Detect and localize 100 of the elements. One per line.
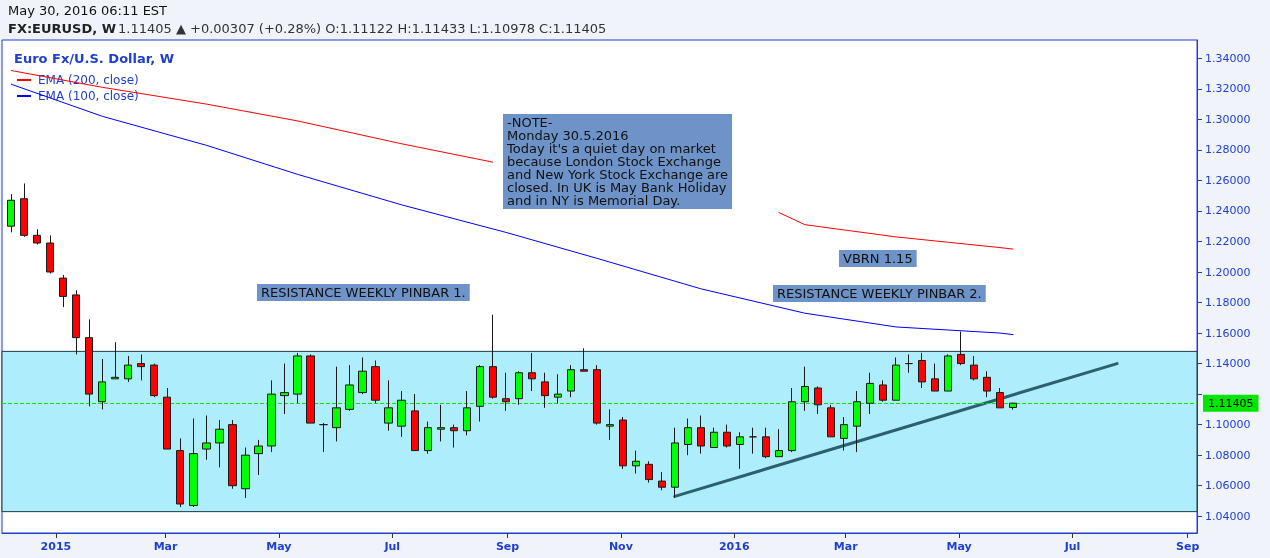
y-tick-label: 1.22000 [1205,234,1251,248]
x-tick-label: May [266,540,292,553]
candlestick [397,390,406,438]
candlestick [593,364,601,426]
candlestick [554,373,562,404]
candlestick [189,418,198,508]
candlestick [541,372,549,409]
annotation: -NOTE- Monday 30.5.2016 Today it's a quiet day on market because London Stock Exchange and New York Stock Exchange are closed. In UK is May Bank Holiday and in NY is Memorial Day. [506,115,729,208]
candlestick [111,341,119,380]
candlestick [736,431,744,470]
candlestick [853,390,861,453]
candlestick [411,393,419,452]
y-tick-label: 1.28000 [1205,143,1251,157]
candlestick [710,427,718,449]
candlestick [827,404,835,438]
candlestick [879,379,887,403]
y-tick-label: 1.04000 [1205,509,1251,523]
x-tick-label: 2016 [718,540,750,553]
candlestick [671,427,679,499]
candlestick [176,437,184,508]
candlestick [72,289,80,355]
candlestick [20,182,28,238]
x-tick-label: 2015 [40,540,72,553]
x-tick-label: Mar [153,540,179,553]
candlestick [957,331,965,366]
candlestick [970,355,978,381]
candlestick [866,372,874,415]
y-tick-label: 1.10000 [1205,418,1251,432]
candlestick [463,390,471,436]
candlestick [918,352,926,389]
annotation: RESISTANCE WEEKLY PINBAR 1. [261,285,466,300]
candlestick [580,347,588,372]
candlestick [983,370,991,398]
candlestick [931,363,939,392]
candlestick [59,274,67,308]
candlestick [619,416,627,470]
candlestick [137,353,145,381]
chart-subtitle: 1.11405 ▲ +0.00307 (+0.28%) O:1.11122 H:1.11433 L:1.10978 C:1.11405 [118,21,607,36]
legend-title: Euro Fx/U.S. Dollar, W [14,51,175,66]
candlestick [215,419,224,468]
y-tick-label: 1.26000 [1205,173,1251,187]
chart-title: FX:EURUSD, W [8,21,117,36]
candlestick [163,387,171,450]
candlestick [371,360,380,404]
x-tick-label: May [946,540,972,553]
x-tick-label: Jul [383,540,401,553]
candlestick [528,352,536,392]
candlestick [489,314,497,400]
candlestick [293,352,302,404]
candlestick [450,424,458,449]
candlestick [905,353,913,374]
candlestick [124,355,132,383]
candlestick [606,408,614,441]
candlestick [632,450,640,474]
x-tick-label: Mar [833,540,859,553]
candlestick [788,387,796,453]
y-tick-label: 1.06000 [1205,479,1251,493]
candlestick [775,428,783,458]
candlestick [98,358,106,410]
candlestick [567,364,575,398]
y-tick-label: 1.14000 [1205,357,1251,371]
y-tick-label: 1.16000 [1205,326,1251,340]
candlestick [502,372,510,412]
line-series [10,83,1014,336]
candlestick [437,404,445,442]
candlestick [723,424,731,449]
ref-line-label: 1.11405 [1208,396,1254,410]
candlestick [345,364,354,412]
candlestick [814,385,822,415]
candlestick [424,421,432,455]
candlestick [762,427,770,459]
candlestick [749,427,757,455]
candlestick [476,364,484,423]
annotation: RESISTANCE WEEKLY PINBAR 2. [777,286,982,301]
candlestick [33,228,41,246]
y-tick-label: 1.18000 [1205,296,1251,310]
candlestick [241,447,250,499]
candlestick [319,422,328,453]
candlestick [515,370,523,406]
candlestick [944,353,952,392]
candlestick [996,387,1004,409]
candlestick [228,419,237,490]
x-tick-label: Sep [1176,540,1200,553]
candlestick [254,439,263,476]
y-tick-label: 1.32000 [1205,82,1251,96]
text: May 30, 2016 06:11 EST [8,3,168,18]
candlestick [384,379,393,432]
candlestick [150,363,158,398]
candlestick [684,418,692,456]
x-tick-label: Sep [495,540,520,553]
candlestick [840,416,848,452]
candlestick [46,234,54,275]
y-tick-label: 1.20000 [1205,265,1251,279]
y-tick-label: 1.30000 [1205,112,1251,126]
candlestick [892,356,900,401]
x-tick-label: Jul [1063,540,1081,553]
candlestick [306,353,315,424]
candlestick [645,460,653,484]
candlestick [658,471,666,491]
candlestick [697,414,705,455]
